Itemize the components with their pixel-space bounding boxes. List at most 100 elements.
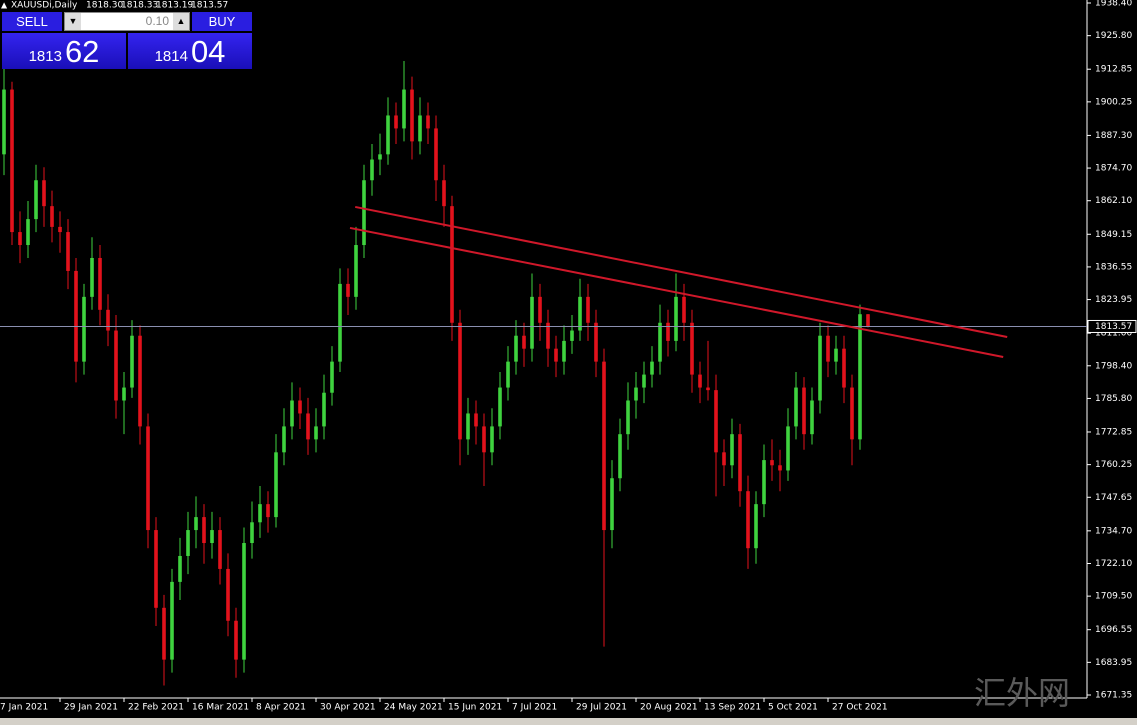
candle-body xyxy=(570,330,574,341)
candle-body xyxy=(330,361,334,393)
x-tick-label: 29 Jan 2021 xyxy=(64,703,118,713)
candle-body xyxy=(786,426,790,471)
candle-body xyxy=(258,504,262,523)
bid-label: 1813.57 xyxy=(1095,322,1132,332)
candle-body xyxy=(826,335,830,362)
sell-price[interactable]: 1813 62 xyxy=(2,33,126,69)
candle-body xyxy=(682,296,686,323)
y-tick-label: 1696.55 xyxy=(1095,625,1132,635)
candle-body xyxy=(498,387,502,427)
y-tick-label: 1912.85 xyxy=(1095,65,1132,75)
candle-body xyxy=(834,348,838,362)
candle-body xyxy=(474,413,478,427)
candle-body xyxy=(418,115,422,142)
candle-body xyxy=(282,426,286,453)
y-tick-label: 1785.80 xyxy=(1095,394,1132,404)
candle-body xyxy=(866,314,870,327)
ohlc-open: 1818.30 xyxy=(86,1,123,11)
sell-button[interactable]: SELL xyxy=(2,12,62,31)
x-tick-label: 8 Apr 2021 xyxy=(256,703,306,713)
candle-body xyxy=(466,413,470,440)
candle-body xyxy=(506,361,510,388)
y-tick-label: 1823.95 xyxy=(1095,295,1132,305)
candle-body xyxy=(154,530,158,608)
ohlc-low: 1813.19 xyxy=(156,1,193,11)
candle-body xyxy=(378,154,382,160)
y-tick-label: 1900.25 xyxy=(1095,97,1132,107)
candle-body xyxy=(594,322,598,362)
candle-body xyxy=(242,543,246,660)
candle-body xyxy=(810,400,814,435)
candle-body xyxy=(394,115,398,129)
x-tick-label: 20 Aug 2021 xyxy=(640,703,698,713)
candle-body xyxy=(626,400,630,435)
candle-body xyxy=(66,232,70,271)
candle-body xyxy=(514,335,518,362)
x-tick-label: 24 May 2021 xyxy=(384,703,443,713)
candle-body xyxy=(50,206,54,227)
buy-button[interactable]: BUY xyxy=(192,12,252,31)
lot-decrease[interactable]: ▼ xyxy=(65,13,81,30)
y-tick-label: 1683.95 xyxy=(1095,658,1132,668)
y-tick-label: 1671.35 xyxy=(1095,690,1132,700)
candle-body xyxy=(754,504,758,549)
x-tick-label: 7 Jan 2021 xyxy=(0,703,48,713)
candle-body xyxy=(130,335,134,388)
candle-body xyxy=(146,426,150,531)
candle-body xyxy=(578,296,582,331)
watermark: 汇外网 xyxy=(974,674,1070,712)
candle-body xyxy=(210,530,214,544)
candle-body xyxy=(666,322,670,341)
candle-body xyxy=(434,128,438,181)
candle-body xyxy=(354,245,358,297)
y-tick-label: 1709.50 xyxy=(1095,592,1132,602)
candle-body xyxy=(114,330,118,401)
candle-body xyxy=(410,89,414,142)
candle-body xyxy=(266,504,270,518)
candle-body xyxy=(346,283,350,297)
buy-price-big: 1814 xyxy=(154,48,188,65)
buy-price[interactable]: 1814 04 xyxy=(128,33,252,69)
x-tick-label: 15 Jun 2021 xyxy=(448,703,502,713)
candle-body xyxy=(386,115,390,155)
candle-body xyxy=(138,335,142,427)
trendline xyxy=(355,205,1008,338)
x-tick-label: 30 Apr 2021 xyxy=(320,703,376,713)
y-tick-label: 1836.55 xyxy=(1095,262,1132,272)
candle-body xyxy=(2,89,6,155)
lot-input[interactable]: 0.10 xyxy=(145,14,169,28)
candle-body xyxy=(90,257,94,297)
y-tick-label: 1772.85 xyxy=(1095,427,1132,437)
candle-body xyxy=(730,434,734,466)
y-tick-label: 1722.10 xyxy=(1095,559,1132,569)
candle-body xyxy=(26,219,30,246)
y-tick-label: 1862.10 xyxy=(1095,196,1132,206)
bid-label-box xyxy=(1087,319,1137,333)
y-tick-label: 1849.15 xyxy=(1095,230,1132,240)
candle-body xyxy=(602,361,606,531)
candle-body xyxy=(58,226,62,233)
candle-body xyxy=(458,322,462,440)
candle-body xyxy=(338,283,342,362)
candle-body xyxy=(10,89,14,233)
candle-body xyxy=(650,361,654,375)
candle-body xyxy=(586,296,590,323)
candle-body xyxy=(674,296,678,341)
candle-body xyxy=(690,322,694,375)
candle-body xyxy=(522,335,526,349)
candle-body xyxy=(554,348,558,362)
lot-box: ▼ 0.10 ▲ xyxy=(64,12,190,31)
x-tick-label: 5 Oct 2021 xyxy=(768,703,818,713)
lot-increase[interactable]: ▲ xyxy=(173,13,189,30)
candle-body xyxy=(402,89,406,129)
y-tick-label: 1811.00 xyxy=(1095,329,1132,339)
candle-body xyxy=(482,426,486,453)
candle-body xyxy=(178,555,182,582)
candle-body xyxy=(426,115,430,129)
candle-body xyxy=(250,522,254,544)
y-tick-label: 1887.30 xyxy=(1095,131,1132,141)
y-tick-label: 1760.25 xyxy=(1095,460,1132,470)
candle-body xyxy=(610,478,614,531)
